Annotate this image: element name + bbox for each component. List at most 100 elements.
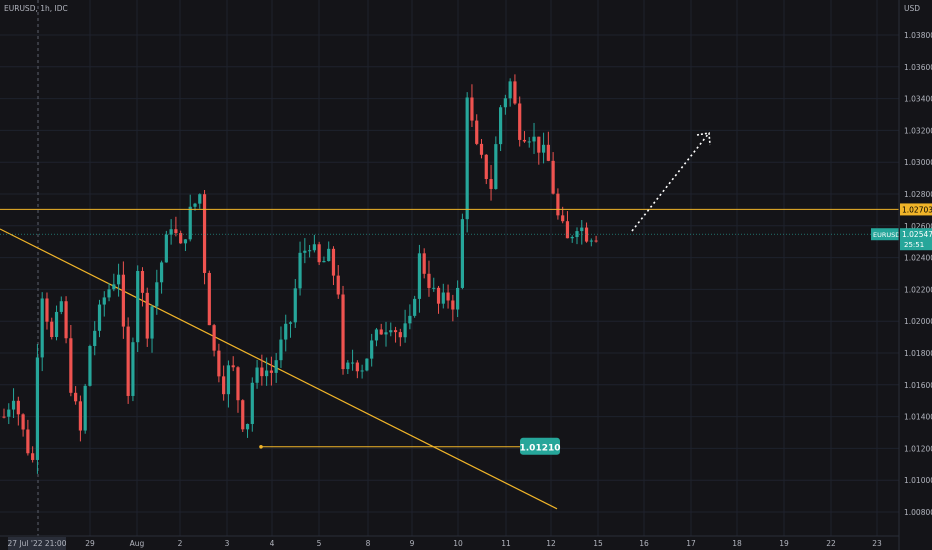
candle-body [413, 298, 417, 316]
candle-body [288, 322, 293, 324]
candle-body [117, 274, 121, 285]
candle-body [584, 227, 589, 242]
candle-body [226, 365, 231, 395]
candle-body [255, 367, 259, 383]
candle-body [21, 414, 25, 430]
candle-body [432, 287, 436, 289]
price-axis-unit: USD [904, 4, 920, 13]
candle-body [479, 143, 484, 155]
candle-body [561, 215, 565, 222]
candle-body [355, 362, 359, 372]
time-tick-label: 18 [732, 539, 742, 548]
time-tick-label: 12 [546, 539, 556, 548]
candle-body [575, 231, 579, 238]
price-tick-label: 1.03800 [904, 31, 932, 40]
candle-body [126, 326, 130, 396]
last-price-label: 1.02547 [902, 230, 932, 239]
candle-body [7, 409, 11, 417]
candle-body [74, 392, 78, 402]
candle-body [379, 329, 383, 335]
candle-body [551, 160, 555, 194]
time-tick-label: Aug [130, 539, 145, 548]
candle-body [398, 332, 402, 338]
candle-body [241, 400, 245, 430]
candle-body [312, 244, 316, 251]
candle-body [164, 234, 168, 263]
candle-body [370, 340, 374, 359]
candle-body [565, 221, 570, 239]
candle-body [265, 370, 269, 377]
bar-countdown-label: 25:51 [904, 241, 924, 249]
price-tick-label: 1.01200 [904, 444, 932, 453]
candle-body [217, 350, 221, 377]
time-tick-label: 4 [270, 539, 275, 548]
candle-body [83, 385, 87, 431]
candle-body [78, 401, 82, 431]
candle-body [580, 227, 584, 232]
crosshair-time-badge [8, 537, 66, 550]
candle-body [31, 453, 35, 460]
candle-body [112, 284, 116, 290]
candle-body [107, 289, 111, 298]
candle-body [308, 250, 312, 252]
candle-body [222, 376, 226, 395]
price-tick-label: 1.03400 [904, 95, 932, 104]
candle-body [35, 357, 40, 460]
time-tick-label: 8 [366, 539, 371, 548]
candle-body [26, 429, 30, 454]
candle-body [537, 136, 541, 153]
candle-body [54, 311, 59, 338]
candle-body [269, 370, 273, 373]
candle-body [97, 304, 102, 331]
candle-body [16, 400, 20, 415]
descending-trendline [0, 228, 558, 510]
candle-body [422, 253, 426, 274]
candle-body [374, 329, 379, 341]
candle-body [236, 367, 240, 401]
time-tick-label: 19 [779, 539, 789, 548]
symbol-badge-label: EURUSD [873, 231, 900, 239]
candle-body [527, 141, 531, 143]
time-tick-label: 23 [872, 539, 882, 548]
candle-body [594, 240, 598, 242]
candle-body [513, 81, 517, 104]
time-tick-label: 2 [178, 539, 183, 548]
candle-body [11, 400, 16, 410]
candle-body [541, 144, 546, 153]
candle-body [456, 287, 460, 310]
time-tick-label: 3 [225, 539, 230, 548]
candle-body [417, 253, 422, 299]
candle-body [408, 315, 412, 324]
candle-body [59, 301, 63, 312]
time-tick-label: 16 [639, 539, 649, 548]
candle-body [346, 362, 350, 370]
price-axis[interactable]: USD 1.03800 1.03600 1.03400 1.03200 1.03000 1… [898, 0, 932, 550]
key-level-price-label: 1.02703 [902, 205, 932, 214]
candle-body [518, 103, 522, 140]
candle-body [589, 240, 593, 242]
candle-body [427, 273, 431, 288]
candle-body [179, 233, 183, 244]
time-tick-label: 9 [410, 539, 415, 548]
trendline-layer [0, 228, 558, 510]
candle-body [198, 194, 202, 204]
candle-body [546, 144, 550, 161]
candle-body [93, 330, 97, 346]
candle-body [393, 330, 398, 333]
candle-body [2, 416, 6, 418]
candle-body [460, 219, 464, 288]
price-tick-label: 1.02000 [904, 317, 932, 326]
candle-body [303, 250, 307, 253]
price-tick-label: 1.02400 [904, 254, 932, 263]
candle-body [322, 261, 326, 263]
candle-body [317, 244, 321, 263]
time-tick-label: 10 [453, 539, 463, 548]
time-tick-label: 22 [826, 539, 836, 548]
time-tick-label: 11 [501, 539, 511, 548]
price-tick-label: 1.02800 [904, 190, 932, 199]
candle-body [279, 339, 283, 361]
candle-body [494, 144, 498, 189]
price-axis-background [899, 0, 932, 550]
